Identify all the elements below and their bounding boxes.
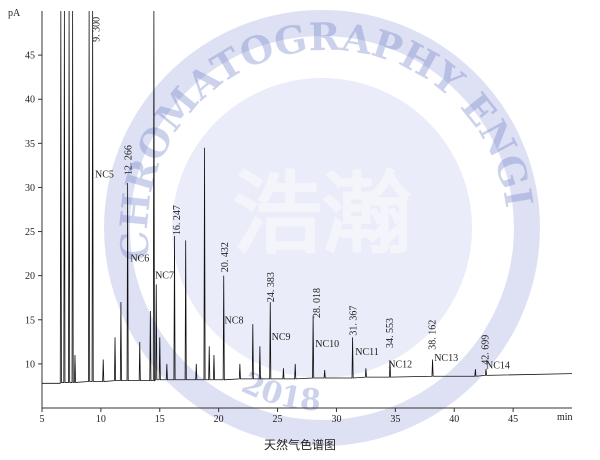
x-tick-label: 15 (155, 414, 165, 425)
peak-annotation: NC13 (434, 353, 458, 364)
y-tick-label: 30 (25, 183, 35, 194)
x-tick-label: 25 (273, 414, 283, 425)
y-tick-label: 35 (25, 139, 35, 150)
x-tick-label: 10 (96, 414, 106, 425)
y-tick-label: 20 (25, 271, 35, 282)
peak-annotation: NC5 (95, 170, 114, 181)
peak-annotation: NC11 (355, 347, 379, 358)
x-tick-label: 20 (214, 414, 224, 425)
peak-label: 20. 432 (220, 242, 231, 272)
peak-label: 28. 018 (312, 288, 323, 318)
peak-label: 12. 266 (123, 145, 134, 175)
chromatogram-trace (42, 10, 573, 384)
watermark-disc (172, 78, 472, 378)
y-tick-label: 10 (25, 359, 35, 370)
peak-label: 42. 699 (480, 335, 491, 365)
x-tick-label: 45 (508, 414, 518, 425)
peak-annotation: NC7 (155, 270, 174, 281)
x-tick-label: 35 (390, 414, 400, 425)
y-tick-label: 40 (25, 95, 35, 106)
y-tick-label: 25 (25, 227, 35, 238)
peak-annotation: NC6 (130, 254, 149, 265)
peak-annotation: NC12 (388, 359, 412, 370)
peak-annotation: NC10 (315, 339, 339, 350)
x-tick-label: 5 (40, 414, 45, 425)
x-axis-label: min (557, 412, 573, 423)
peak-annotation: NC9 (272, 332, 291, 343)
watermark-mark: 浩瀚 (232, 165, 412, 265)
x-tick-label: 40 (449, 414, 459, 425)
x-tick-label: 30 (331, 414, 341, 425)
chart-title: 天然气色谱图 (264, 437, 336, 452)
peak-annotation: NC14 (486, 360, 510, 371)
peak-label: 24. 383 (266, 272, 277, 302)
peak-annotation: NC8 (225, 315, 244, 326)
y-axis-label: pA (8, 8, 21, 19)
y-tick-label: 15 (25, 315, 35, 326)
y-tick-label: 45 (25, 51, 35, 62)
watermark-ring (104, 10, 540, 446)
peak-label: 16. 247 (172, 205, 183, 235)
peak-label: 31. 367 (348, 306, 359, 336)
peak-label: 34. 553 (385, 318, 396, 348)
peak-label: 9. 300 (92, 17, 103, 42)
peak-label: 38. 162 (427, 320, 438, 350)
